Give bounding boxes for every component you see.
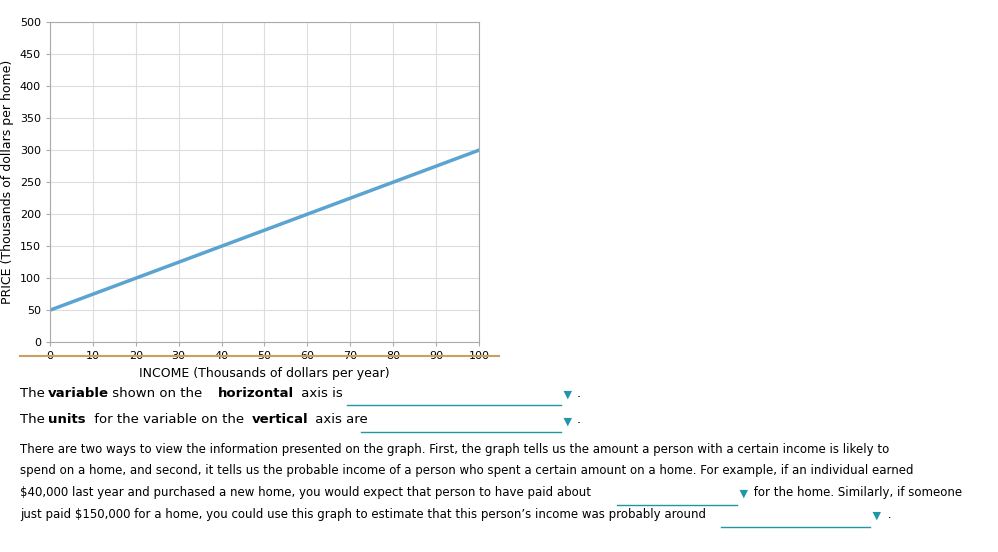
Text: variable: variable [48,386,109,400]
Text: horizontal: horizontal [218,386,293,400]
Text: vertical: vertical [251,413,308,426]
Y-axis label: PRICE (Thousands of dollars per home): PRICE (Thousands of dollars per home) [1,60,14,304]
Text: ▼: ▼ [869,511,881,521]
X-axis label: INCOME (Thousands of dollars per year): INCOME (Thousands of dollars per year) [139,367,390,380]
Text: units: units [48,413,86,426]
Text: ▼: ▼ [560,416,572,426]
Text: ▼: ▼ [560,390,572,400]
Text: .: . [577,386,581,400]
Text: for the variable on the: for the variable on the [90,413,249,426]
Text: The: The [20,413,49,426]
Text: .: . [884,508,892,521]
Text: .: . [577,413,581,426]
Text: There are two ways to view the information presented on the graph. First, the gr: There are two ways to view the informati… [20,443,889,456]
Text: axis are: axis are [311,413,368,426]
Text: axis is: axis is [297,386,343,400]
Text: just paid $150,000 for a home, you could use this graph to estimate that this pe: just paid $150,000 for a home, you could… [20,508,706,521]
Text: spend on a home, and second, it tells us the probable income of a person who spe: spend on a home, and second, it tells us… [20,464,913,477]
Text: shown on the: shown on the [108,386,207,400]
Text: for the home. Similarly, if someone: for the home. Similarly, if someone [750,486,963,499]
Text: ▼: ▼ [736,489,748,499]
Text: The: The [20,386,49,400]
Text: $40,000 last year and purchased a new home, you would expect that person to have: $40,000 last year and purchased a new ho… [20,486,591,499]
